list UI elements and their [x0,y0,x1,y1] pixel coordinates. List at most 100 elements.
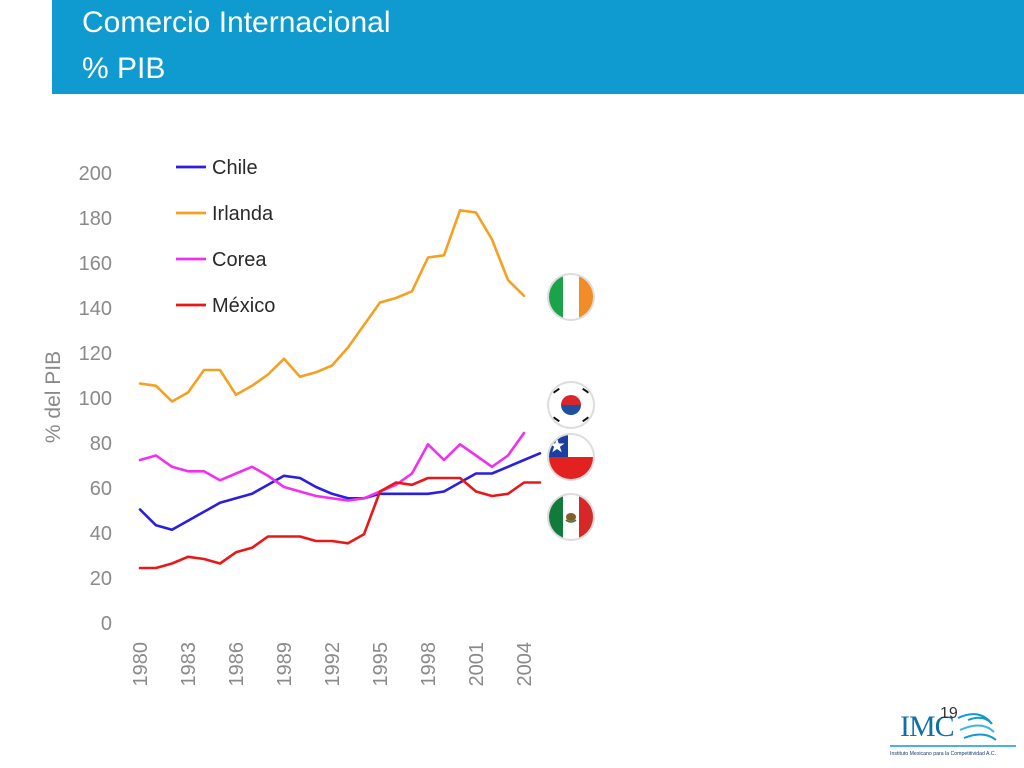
data-point [363,324,365,326]
data-point [507,492,509,495]
y-tick-label: 140 [79,298,112,320]
data-point [491,495,493,497]
data-point [315,486,317,488]
data-point [523,432,525,434]
data-point [299,375,301,378]
data-point [315,495,317,497]
data-point [395,492,397,495]
data-point [363,497,365,500]
data-point [379,490,381,493]
data-point [539,481,541,484]
data-point [411,492,413,495]
data-point [251,384,253,387]
data-point [427,256,429,259]
data-point [219,501,221,504]
data-point [187,555,189,558]
legend-label: Chile [212,157,258,179]
data-point [395,297,397,299]
data-point [507,454,509,457]
data-point [283,535,285,538]
data-point [203,510,205,513]
data-point [347,542,349,545]
data-point [347,346,349,349]
series-line-méxico [138,476,542,570]
data-point [203,369,205,371]
data-point [443,459,445,461]
x-tick-label: 2001 [466,642,488,687]
data-point [395,481,397,484]
data-point [235,472,237,475]
data-point [139,567,141,569]
data-point [491,465,493,468]
data-point [331,364,333,367]
data-point [459,443,461,446]
data-point [315,371,317,374]
data-point [427,477,429,479]
data-point [251,465,253,468]
x-tick-label: 1992 [322,642,344,687]
data-point [347,499,349,502]
logo-subtitle: Instituto Mexicano para la Competitivida… [890,751,996,757]
data-point [443,477,445,479]
data-point [155,524,157,527]
data-point [507,279,509,281]
x-tick-label: 1983 [178,642,200,687]
y-tick-label: 160 [79,253,112,275]
y-tick-label: 80 [90,433,112,455]
data-point [427,443,429,446]
data-point [459,481,461,484]
data-point [267,373,269,376]
data-point [283,486,285,488]
page-number: 19 [940,705,958,722]
data-point [299,477,301,479]
data-point [203,470,205,473]
data-point [155,384,157,387]
data-point [539,452,541,455]
data-point [187,519,189,522]
data-point [187,470,189,473]
data-point [171,400,173,403]
data-point [491,472,493,475]
y-tick-label: 100 [79,388,112,410]
data-point [171,562,173,565]
y-tick-label: 20 [90,568,112,590]
legend-label: Corea [212,249,267,271]
trade-line-chart: 0 20 40 60 80 100 120 140 160 180 200 1980 1983 1986 1… [42,157,542,687]
data-point [443,490,445,493]
data-point [235,393,237,396]
y-tick-label: 180 [79,208,112,230]
x-tick-label: 1986 [226,642,248,687]
data-point [347,497,349,500]
data-point [379,301,381,304]
data-point [331,540,333,542]
x-tick-label: 1995 [370,642,392,687]
y-tick-label: 120 [79,343,112,365]
data-point [219,562,221,565]
data-point [475,472,477,475]
data-point [299,490,301,493]
data-point [411,483,413,486]
x-tick-label: 2004 [514,642,536,687]
data-point [219,369,221,371]
slide-subtitle: % PIB [82,52,166,85]
data-point [299,535,301,538]
data-point [491,238,493,241]
korea-flag-icon [547,381,595,429]
data-point [395,483,397,486]
ireland-flag-icon [547,273,595,321]
y-axis-label: % del PIB [42,351,65,443]
data-point [155,454,157,457]
legend-label: Irlanda [212,203,274,225]
data-point [251,546,253,549]
data-point [155,567,157,569]
data-point [459,209,461,212]
series-line-chile [138,451,542,532]
data-point [203,558,205,560]
data-point [139,508,141,511]
data-point [459,477,461,479]
x-tick-label: 1998 [418,642,440,687]
data-point [139,382,141,385]
data-point [475,490,477,493]
y-tick-label: 200 [79,163,112,185]
data-point [427,492,429,495]
